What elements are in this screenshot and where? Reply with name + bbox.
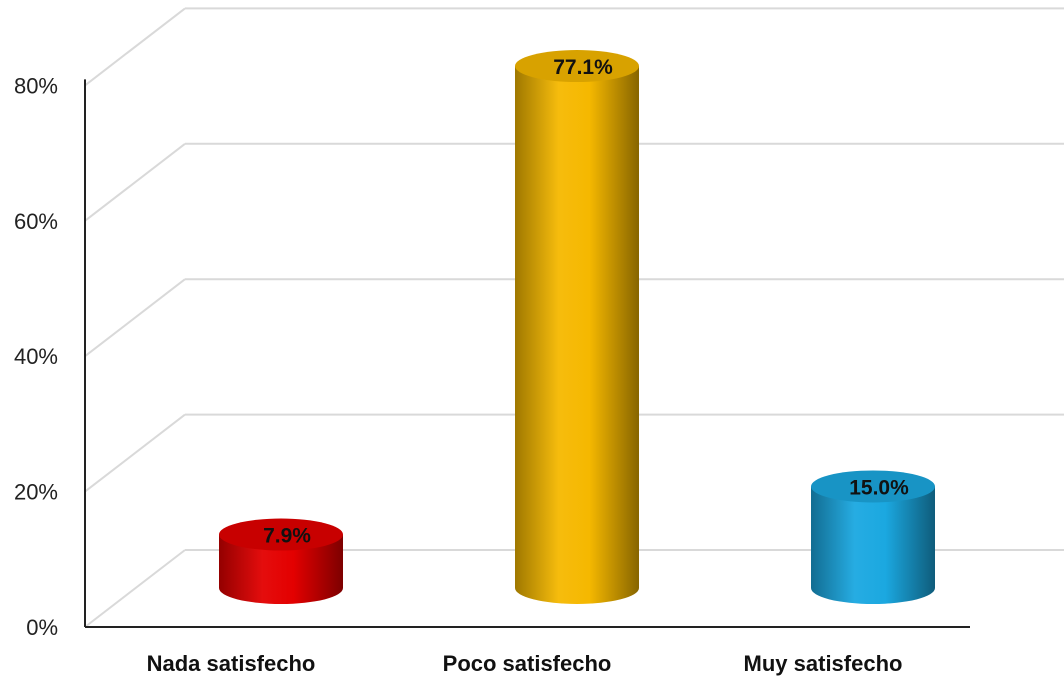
category-label: Muy satisfecho: [744, 651, 903, 676]
bar-top: [515, 50, 639, 83]
gridline-diagonal: [84, 278, 186, 357]
gridline-diagonal: [84, 413, 186, 493]
y-tick-label: 20%: [14, 480, 58, 505]
x-axis-categories: Nada satisfecho Poco satisfecho Muy satisf…: [147, 651, 903, 676]
gridline-diagonal: [84, 7, 186, 87]
bar-body: [515, 66, 639, 604]
y-axis-ticks: 0% 20% 40% 60% 80%: [14, 73, 58, 640]
y-tick-label: 80%: [14, 73, 58, 98]
data-label: 77.1%: [553, 56, 613, 79]
data-label: 7.9%: [263, 525, 311, 548]
category-label: Nada satisfecho: [147, 651, 316, 676]
data-labels: 7.9% 77.1% 15.0%: [263, 56, 909, 547]
bar-top: [219, 518, 343, 551]
bars: [219, 50, 935, 604]
data-label: 15.0%: [849, 476, 909, 499]
y-tick-label: 0%: [26, 615, 58, 640]
gridline-diagonal: [84, 549, 186, 628]
bar-body: [811, 486, 935, 604]
y-tick-label: 60%: [14, 209, 58, 234]
category-label: Poco satisfecho: [443, 651, 612, 676]
axes: [84, 79, 970, 628]
bar-1: [219, 518, 343, 604]
gridline-diagonal: [84, 143, 186, 222]
bar-body: [219, 534, 343, 604]
bar-top: [811, 470, 935, 503]
bar-3: [811, 470, 935, 604]
y-tick-label: 40%: [14, 344, 58, 369]
bar-2: [515, 50, 639, 604]
